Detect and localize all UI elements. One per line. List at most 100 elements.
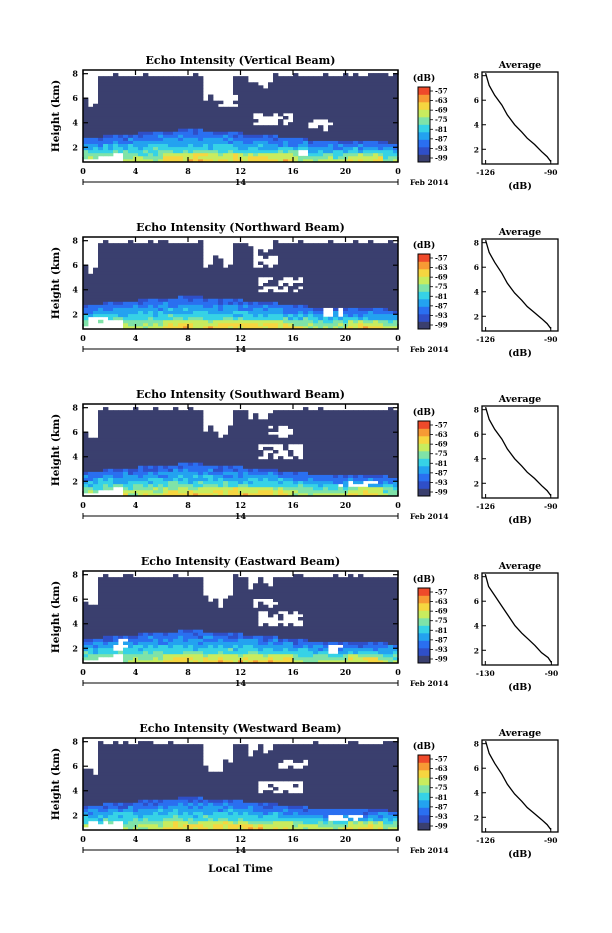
heatmap-cell (108, 125, 113, 128)
heatmap-cell (313, 128, 318, 131)
heatmap-cell (383, 134, 388, 137)
heatmap-cell (83, 268, 88, 271)
heatmap-cell (98, 429, 103, 432)
heatmap-cell (103, 295, 108, 298)
heatmap-cell (193, 82, 198, 85)
heatmap-cell (338, 265, 343, 268)
heatmap-cell (323, 465, 328, 468)
heatmap-cell (368, 147, 373, 150)
heatmap-cell (193, 271, 198, 274)
heatmap-cell (128, 444, 133, 447)
heatmap-cell (133, 277, 138, 280)
heatmap-cell (273, 91, 278, 94)
heatmap-cell (103, 262, 108, 265)
heatmap-cell (348, 104, 353, 107)
heatmap-cell (123, 283, 128, 286)
heatmap-cell (183, 317, 188, 320)
heatmap-cells (83, 73, 398, 162)
heatmap-cell (278, 271, 283, 274)
heatmap-cell (268, 274, 273, 277)
heatmap-cell (358, 277, 363, 280)
heatmap-cell (343, 283, 348, 286)
heatmap-cell (343, 453, 348, 456)
heatmap-cell (148, 459, 153, 462)
heatmap-cell (123, 249, 128, 252)
heatmap-cell (193, 314, 198, 317)
heatmap-cell (328, 484, 333, 487)
heatmap-cell (148, 258, 153, 261)
heatmap-cell (108, 79, 113, 82)
heatmap-cell (323, 471, 328, 474)
heatmap-cell (243, 119, 248, 122)
heatmap-cell (378, 153, 383, 156)
heatmap-cell (128, 425, 133, 428)
heatmap-cell (128, 450, 133, 453)
heatmap-cell (108, 252, 113, 255)
heatmap-cell (158, 456, 163, 459)
heatmap-cell (383, 459, 388, 462)
heatmap-cell (83, 104, 88, 107)
heatmap-cell (173, 147, 178, 150)
heatmap-cell (128, 150, 133, 153)
heatmap-cell (348, 410, 353, 413)
heatmap-cell (128, 320, 133, 323)
heatmap-cell (288, 91, 293, 94)
heatmap-cell (258, 85, 263, 88)
heatmap-cell (213, 153, 218, 156)
heatmap-cell (103, 289, 108, 292)
heatmap-cell (278, 320, 283, 323)
heatmap-cell (153, 450, 158, 453)
heatmap-cell (313, 292, 318, 295)
heatmap-cell (243, 317, 248, 320)
heatmap-cell (293, 320, 298, 323)
heatmap-cell (218, 265, 223, 268)
heatmap-cell (273, 298, 278, 301)
heatmap-cell (248, 456, 253, 459)
heatmap-cell (273, 268, 278, 271)
heatmap-cell (293, 258, 298, 261)
heatmap-cell (173, 125, 178, 128)
heatmap-cell (128, 308, 133, 311)
heatmap-cell (368, 462, 373, 465)
heatmap-cell (158, 156, 163, 159)
heatmap-cell (328, 429, 333, 432)
heatmap-cell (268, 478, 273, 481)
heatmap-cell (348, 255, 353, 258)
heatmap-cell (253, 144, 258, 147)
heatmap-cell (273, 484, 278, 487)
heatmap-cell (118, 283, 123, 286)
colorbar-tick-label: -57 (435, 254, 448, 263)
heatmap-cell (128, 432, 133, 435)
heatmap-cell (258, 459, 263, 462)
heatmap-cell (313, 453, 318, 456)
heatmap-cell (188, 98, 193, 101)
heatmap-cell (213, 283, 218, 286)
heatmap-cell (373, 73, 378, 76)
heatmap-cell (278, 95, 283, 98)
heatmap-cell (138, 283, 143, 286)
heatmap-cell (258, 304, 263, 307)
heatmap-cell (283, 131, 288, 134)
heatmap-cell (328, 144, 333, 147)
heatmap-cell (278, 255, 283, 258)
heatmap-cell (248, 116, 253, 119)
heatmap-cell (173, 475, 178, 478)
heatmap-cell (163, 484, 168, 487)
heatmap-cell (228, 425, 233, 428)
heatmap-cell (348, 447, 353, 450)
heatmap-cell (128, 134, 133, 137)
heatmap-cell (248, 88, 253, 91)
heatmap-cell (268, 298, 273, 301)
heatmap-cell (178, 298, 183, 301)
heatmap-cell (98, 465, 103, 468)
heatmap-cell (243, 289, 248, 292)
heatmap-cell (108, 150, 113, 153)
heatmap-cell (138, 255, 143, 258)
colorbar-tick-label: -57 (435, 87, 448, 96)
heatmap-cell (273, 435, 278, 438)
heatmap-cell (173, 246, 178, 249)
heatmap-cell (348, 107, 353, 110)
heatmap-cell (103, 255, 108, 258)
heatmap-cell (203, 438, 208, 441)
heatmap-cell (238, 450, 243, 453)
